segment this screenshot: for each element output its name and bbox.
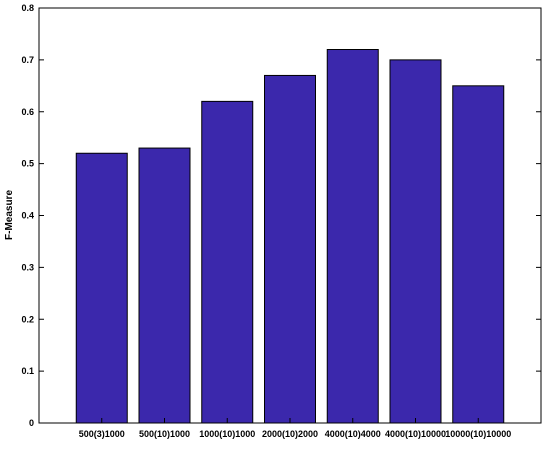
bar — [389, 59, 442, 424]
x-tick-label: 500(3)1000 — [79, 429, 125, 439]
y-tick-label: 0 — [29, 418, 34, 428]
x-tick-label: 1000(10)1000 — [199, 429, 255, 439]
bar — [452, 85, 505, 424]
x-tick-label: 10000(10)10000 — [445, 429, 511, 439]
y-tick-label: 0.3 — [21, 262, 34, 272]
y-tick-label: 0.8 — [21, 3, 34, 13]
y-axis-ticks: 0 0.1 0.2 0.3 0.4 0.5 0.6 0.7 0.8 — [21, 3, 541, 428]
y-tick-label: 0.1 — [21, 366, 34, 376]
x-tick-label: 500(10)1000 — [139, 429, 190, 439]
bars — [75, 49, 505, 424]
y-tick-label: 0.2 — [21, 314, 34, 324]
x-tick-label: 2000(10)2000 — [262, 429, 318, 439]
y-tick-label: 0.7 — [21, 55, 34, 65]
bar — [264, 74, 316, 424]
bar — [326, 49, 379, 424]
y-tick-label: 0.6 — [21, 107, 34, 117]
x-tick-label: 4000(10)10000 — [385, 429, 446, 439]
y-tick-label: 0.5 — [21, 159, 34, 169]
bar — [138, 147, 191, 424]
bar — [75, 152, 128, 424]
y-axis-title: F-Measure — [4, 190, 15, 240]
x-tick-label: 4000(10)4000 — [325, 429, 381, 439]
x-axis-labels: 500(3)1000 500(10)1000 1000(10)1000 2000(10… — [79, 418, 511, 439]
bar — [201, 100, 254, 424]
y-tick-label: 0.4 — [21, 211, 34, 221]
